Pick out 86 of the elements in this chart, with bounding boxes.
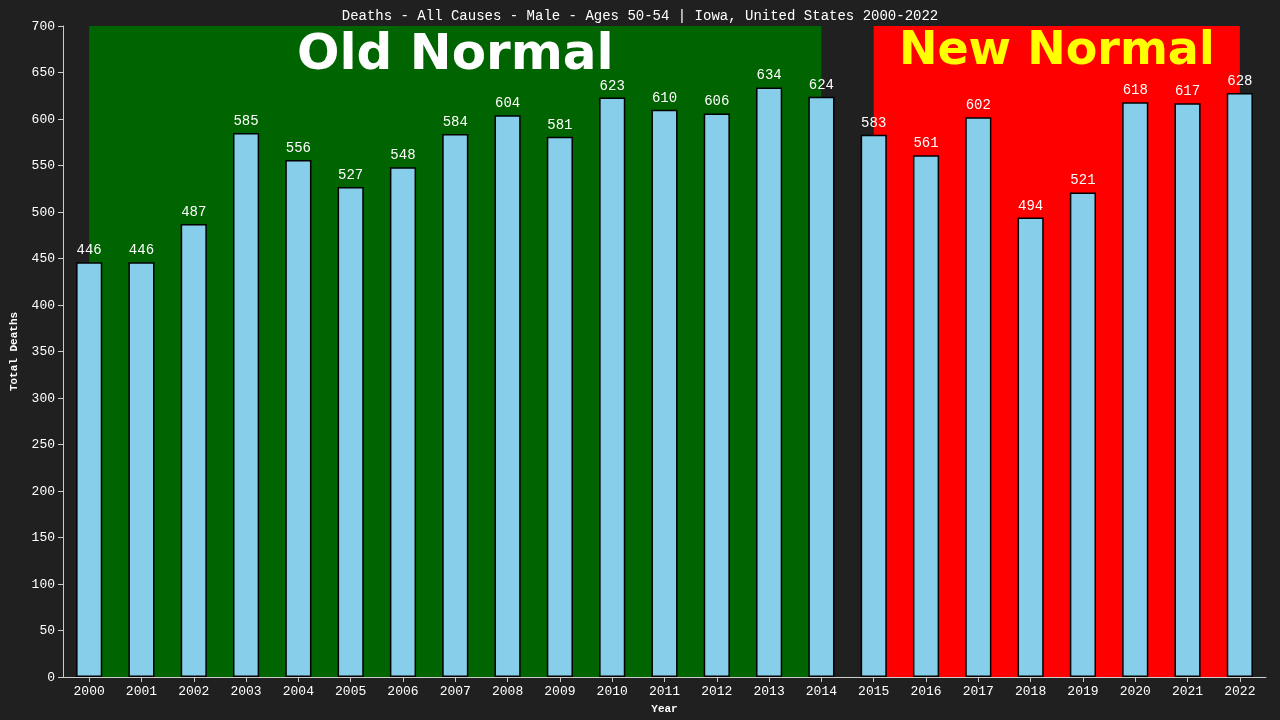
bar — [1226, 92, 1253, 677]
bar — [546, 136, 573, 677]
x-tick-label: 2007 — [439, 684, 471, 699]
bar — [860, 134, 887, 677]
x-tick-label: 2000 — [73, 684, 105, 699]
x-tick-label: 2009 — [544, 684, 576, 699]
x-tick-label: 2003 — [230, 684, 262, 699]
y-tick-label: 50 — [39, 623, 55, 638]
chart-title: Deaths - All Causes - Male - Ages 50-54 | Iowa, United States 2000-2022 — [341, 8, 939, 24]
x-tick-label: 2012 — [701, 684, 733, 699]
x-tick-label: 2016 — [910, 684, 942, 699]
data-label: 561 — [913, 135, 939, 152]
data-label: 494 — [1018, 197, 1044, 214]
x-tick-label: 2005 — [335, 684, 367, 699]
bar — [756, 87, 783, 677]
data-label: 606 — [704, 93, 730, 110]
x-tick-label: 2008 — [491, 684, 524, 699]
x-tick-label: 2006 — [387, 684, 419, 699]
y-tick-label: 500 — [31, 204, 55, 220]
data-label: 634 — [756, 67, 782, 84]
bar — [442, 133, 469, 677]
bar — [1122, 102, 1149, 677]
x-tick-label: 2017 — [962, 684, 994, 699]
bar — [285, 159, 312, 677]
x-tick-label: 2001 — [125, 684, 158, 699]
y-tick-label: 550 — [31, 158, 55, 173]
bar — [494, 115, 521, 677]
bar — [232, 132, 260, 677]
y-tick-label: 450 — [31, 251, 55, 266]
x-tick-label: 2022 — [1224, 684, 1256, 699]
data-label: 446 — [128, 242, 155, 259]
data-label: 624 — [808, 76, 835, 93]
bar — [965, 117, 992, 677]
y-tick-label: 600 — [31, 111, 55, 127]
x-tick-label: 2020 — [1119, 684, 1151, 699]
data-label: 521 — [1070, 172, 1096, 189]
bar — [389, 167, 417, 677]
x-tick-label: 2015 — [858, 684, 890, 699]
y-tick-label: 650 — [31, 65, 55, 80]
data-label: 604 — [494, 95, 521, 112]
bar — [912, 155, 940, 677]
y-tick-label: 0 — [47, 669, 55, 685]
bar — [76, 262, 103, 677]
bar — [651, 109, 678, 677]
x-tick-label: 2018 — [1015, 684, 1047, 699]
y-tick-label: 250 — [31, 437, 55, 452]
x-tick-label: 2013 — [753, 684, 785, 699]
y-tick-label: 100 — [31, 576, 55, 592]
y-tick-label: 700 — [31, 18, 55, 34]
data-label: 617 — [1174, 83, 1201, 100]
x-axis-title: Year — [651, 702, 678, 715]
y-tick-label: 200 — [31, 483, 55, 499]
x-tick-label: 2019 — [1067, 684, 1099, 699]
bar — [337, 186, 364, 677]
data-label: 548 — [390, 147, 416, 164]
data-label: 556 — [285, 139, 311, 156]
bar — [1069, 192, 1097, 677]
data-label: 610 — [651, 89, 678, 106]
data-label: 618 — [1122, 82, 1148, 99]
x-tick-label: 2021 — [1171, 684, 1204, 699]
x-tick-label: 2014 — [805, 684, 838, 699]
bar — [808, 96, 835, 677]
band-label: New Normal — [898, 21, 1215, 75]
data-label: 446 — [76, 242, 102, 259]
x-tick-label: 2011 — [648, 684, 681, 699]
y-axis-title: Total Deaths — [7, 311, 20, 392]
data-label: 487 — [181, 204, 207, 221]
x-tick-label: 2004 — [282, 684, 315, 699]
y-tick-label: 400 — [31, 297, 55, 313]
bar — [1017, 217, 1044, 677]
x-tick-label: 2010 — [596, 684, 628, 699]
data-label: 584 — [442, 113, 468, 130]
bar — [1174, 103, 1201, 677]
data-label: 628 — [1227, 72, 1253, 89]
y-tick-label: 350 — [31, 344, 55, 359]
bar — [180, 224, 207, 677]
data-label: 602 — [965, 97, 991, 114]
data-label: 527 — [338, 166, 364, 183]
y-tick-label: 150 — [31, 530, 55, 545]
bar — [703, 113, 730, 677]
x-tick-label: 2002 — [178, 684, 210, 699]
data-label: 581 — [547, 116, 573, 133]
y-tick-label: 300 — [31, 390, 55, 406]
bar — [128, 262, 155, 677]
data-label: 585 — [233, 112, 259, 129]
bar — [599, 97, 626, 677]
